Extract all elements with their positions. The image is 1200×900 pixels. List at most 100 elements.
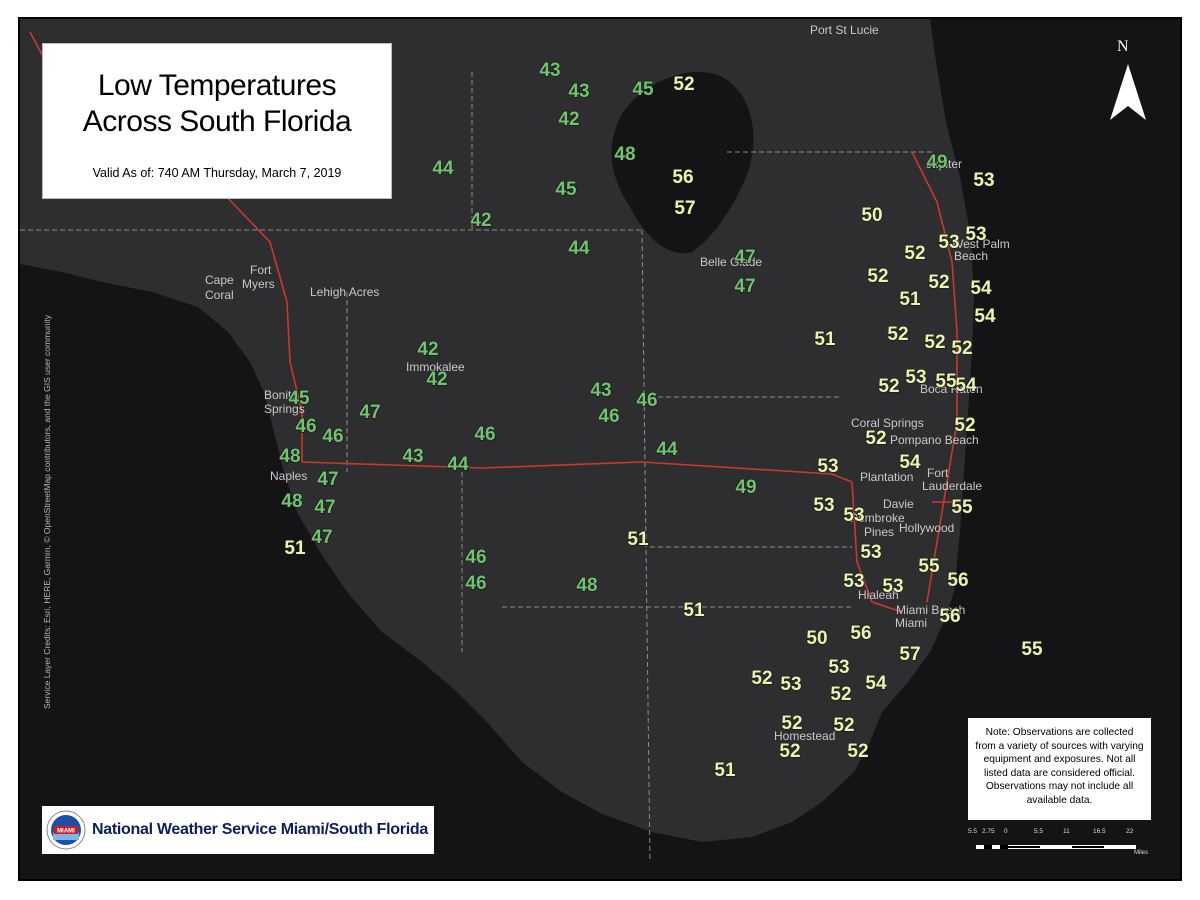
temperature-label: 46	[598, 406, 619, 427]
temperature-labels: 43 43 45 52 42 48 44 56 45 57 42 44 47 47 49 53 50 53 52 53…	[279, 59, 1044, 781]
temperature-label: 53	[843, 505, 864, 526]
temperature-label: 46	[465, 547, 486, 568]
temperature-label: 52	[779, 741, 800, 762]
scale-tick-label: 0	[1004, 828, 1008, 835]
place-label-cape-coral-2: Coral	[205, 288, 234, 302]
place-label-boca-raton: Boca Raton	[920, 382, 983, 396]
temperature-label: 42	[417, 339, 438, 360]
place-label-naples: Naples	[270, 469, 307, 483]
scale-tick-label: 2.75	[982, 828, 995, 835]
temperature-label: 47	[317, 469, 338, 490]
temperature-label: 54	[955, 375, 977, 396]
temperature-label: 43	[590, 380, 611, 401]
temperature-label: 45	[288, 388, 310, 409]
temperature-label: 44	[656, 439, 678, 460]
map-credits: Service Layer Credits: Esri, HERE, Garmi…	[42, 314, 52, 709]
place-label-pompano-beach: Pompano Beach	[890, 433, 979, 447]
note-box: Note: Observations are collected from a …	[968, 718, 1151, 820]
temperature-label: 43	[539, 60, 560, 81]
temperature-label: 52	[904, 243, 925, 264]
temperature-label: 56	[850, 623, 871, 644]
temperature-label: 57	[674, 198, 695, 219]
temperature-label: 55	[935, 371, 957, 392]
place-label-immokalee: Immokalee	[406, 360, 465, 374]
place-label-davie: Davie	[883, 497, 914, 511]
temperature-label: 42	[470, 210, 491, 231]
county-lines	[20, 72, 932, 863]
place-label-fort-lauderdale-2: Lauderdale	[922, 479, 982, 493]
temperature-label: 52	[833, 715, 854, 736]
temperature-label: 49	[735, 477, 756, 498]
place-label-fort-myers-1: Fort	[250, 263, 272, 277]
scale-tick-label: 22	[1126, 828, 1134, 835]
map-title-line-1: Low Temperatures	[97, 69, 337, 102]
note-line-3: equipment and exposures. Not all	[983, 754, 1136, 766]
temperature-label: 46	[295, 416, 316, 437]
temperature-label: 51	[714, 760, 736, 781]
temperature-label: 54	[970, 278, 992, 299]
place-label-bonita-2: Springs	[264, 402, 305, 416]
place-label-fort-myers-2: Myers	[242, 277, 275, 291]
temperature-label: 44	[568, 238, 590, 259]
north-arrow-icon	[1110, 64, 1146, 120]
temperature-label: 53	[828, 657, 849, 678]
temperature-label: 47	[734, 247, 755, 268]
scale-tick-label: 5.5	[968, 828, 978, 835]
nws-footer: MIAMI National Weather Service Miami/Sou…	[42, 806, 434, 854]
valid-time: Valid As of: 740 AM Thursday, March 7, 2…	[92, 166, 342, 180]
place-label-pembroke-1: Pembroke	[850, 511, 905, 525]
temperature-label: 50	[861, 205, 882, 226]
place-label-cape-coral-1: Cape	[205, 273, 234, 287]
temperature-label: 53	[860, 542, 881, 563]
place-label-bonita-1: Bonita	[264, 388, 298, 402]
north-arrow-label: N	[1117, 38, 1129, 55]
temperature-label: 52	[928, 272, 949, 293]
place-label-west-palm-2: Beach	[954, 249, 988, 263]
note-line-2: from a variety of sources with varying	[975, 740, 1144, 752]
temperature-label: 53	[973, 170, 994, 191]
temperature-label: 52	[887, 324, 908, 345]
temperature-label: 52	[878, 376, 899, 397]
temperature-label: 47	[311, 527, 332, 548]
temperature-label: 52	[751, 668, 772, 689]
note-line-4: listed data are considered official.	[983, 767, 1136, 779]
temperature-label: 45	[632, 79, 654, 100]
place-label-lehigh-acres: Lehigh Acres	[310, 285, 379, 299]
temperature-label: 53	[843, 571, 864, 592]
temperature-label: 51	[284, 538, 306, 559]
temperature-label: 52	[830, 684, 851, 705]
temperature-label: 48	[614, 144, 635, 165]
temperature-label: 52	[781, 713, 802, 734]
place-label-belle-glade: Belle Glade	[700, 255, 762, 269]
temperature-label: 46	[636, 390, 657, 411]
temperature-label: 48	[279, 446, 300, 467]
place-label-hialeah: Hialeah	[858, 588, 899, 602]
temperature-label: 51	[627, 529, 649, 550]
note-line-1: Note: Observations are collected	[985, 727, 1134, 738]
temperature-label: 57	[899, 644, 920, 665]
place-label-miami: Miami	[895, 616, 927, 630]
scale-unit: Miles	[1134, 850, 1149, 856]
scale-bar: 5.5 2.75 0 5.5 11 16.5 22 Miles	[966, 828, 1166, 860]
temperature-label: 46	[465, 573, 486, 594]
temperature-label: 47	[314, 497, 335, 518]
temperature-label: 51	[899, 289, 921, 310]
place-label-coral-springs: Coral Springs	[851, 416, 924, 430]
temperature-label: 51	[814, 329, 836, 350]
temperature-label: 52	[847, 741, 868, 762]
temperature-label: 52	[954, 415, 975, 436]
temperature-label: 56	[947, 570, 968, 591]
temperature-label: 56	[672, 167, 693, 188]
temperature-label: 47	[734, 276, 755, 297]
scale-bar-graphic	[976, 845, 1136, 849]
scale-tick-label: 11	[1063, 828, 1070, 835]
map-title-line-2: Across South Florida	[82, 105, 352, 138]
temperature-label: 42	[426, 369, 447, 390]
temperature-label: 46	[474, 424, 495, 445]
place-label-west-palm-1: West Palm	[952, 237, 1010, 251]
temperature-label: 53	[965, 224, 986, 245]
place-label-miami-beach: Miami Beach	[896, 603, 965, 617]
temperature-label: 47	[359, 402, 380, 423]
temperature-label: 49	[926, 152, 947, 173]
